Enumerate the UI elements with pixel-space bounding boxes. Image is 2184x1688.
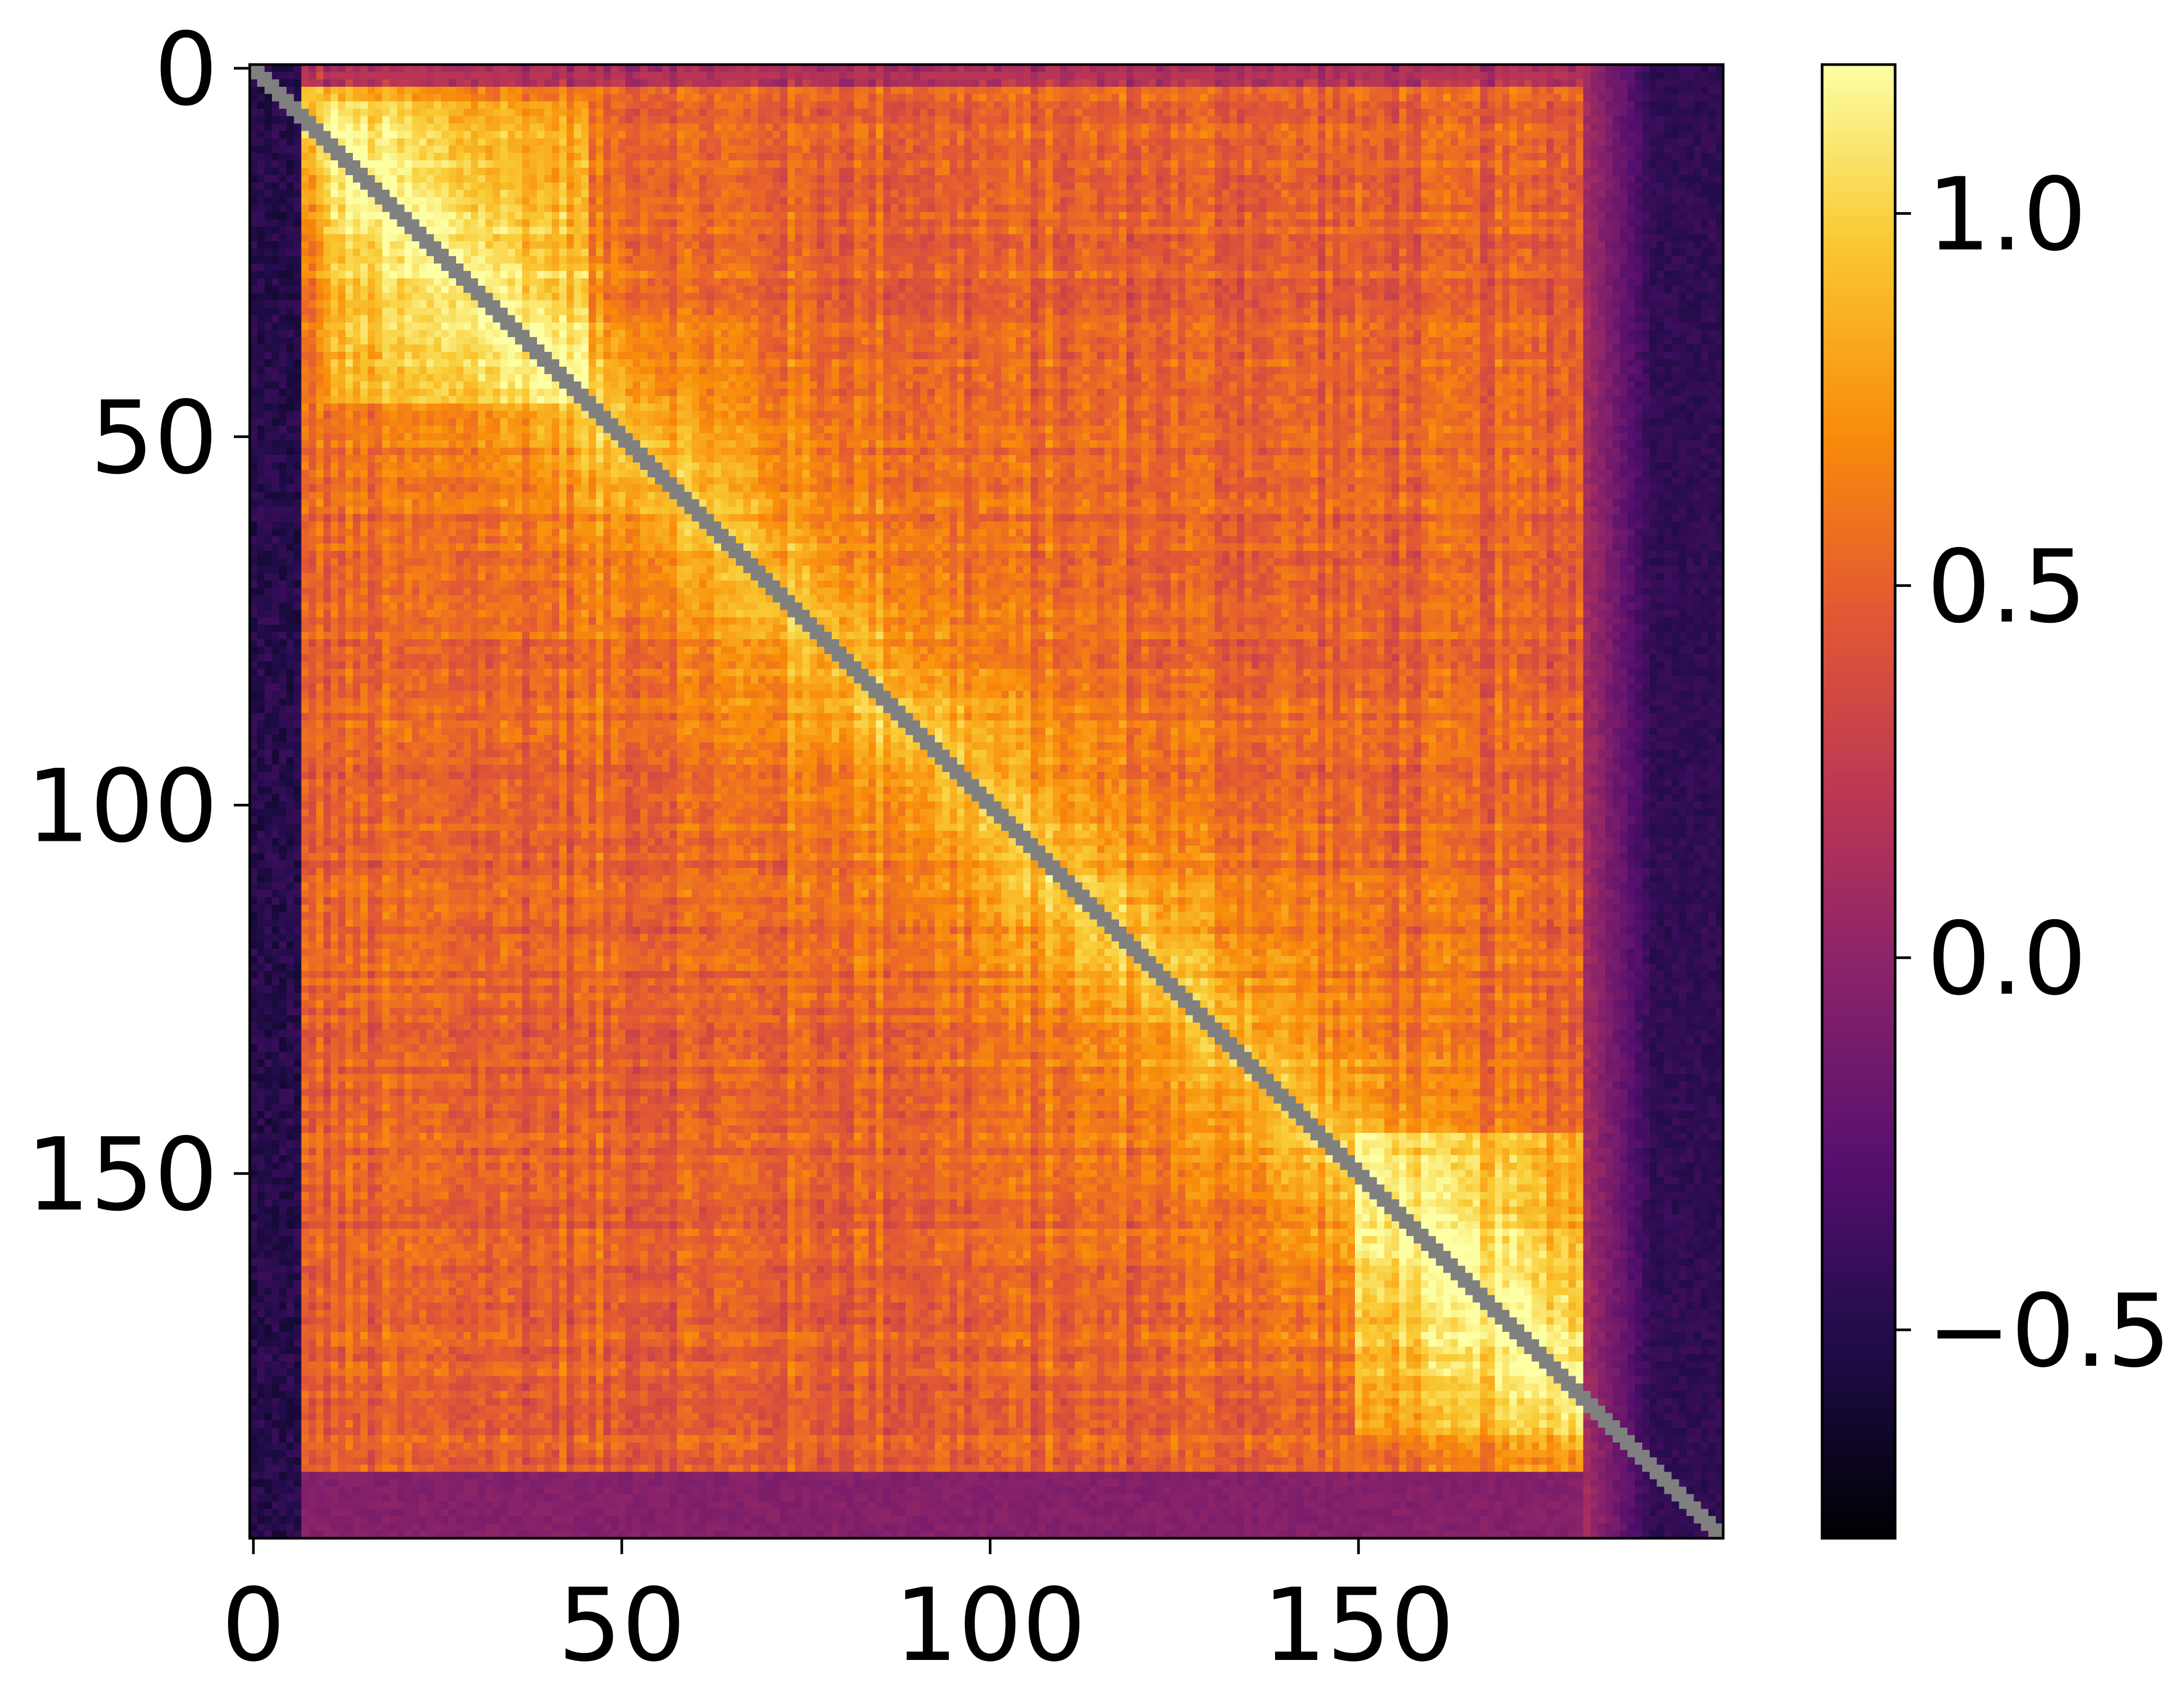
heatmap-frame [248, 63, 1725, 1540]
colorbar-tick-label: 1.0 [1927, 156, 2087, 273]
colorbar-frame [1821, 63, 1897, 1540]
colorbar-ticks: −0.5 0.0 0.5 1.0 [1895, 156, 2171, 1390]
y-tick-label: 100 [26, 748, 218, 865]
y-axis-ticks: 0 50 100 150 [26, 11, 250, 1233]
y-tick-label: 50 [90, 379, 218, 496]
x-axis-ticks: 0 50 100 150 [222, 1538, 1454, 1684]
colorbar-tick-label: 0.5 [1927, 529, 2087, 646]
x-tick-label: 100 [894, 1567, 1086, 1684]
colorbar-tick-label: 0.0 [1927, 901, 2087, 1018]
x-tick-label: 50 [558, 1567, 686, 1684]
colorbar-gradient [1822, 65, 1895, 1538]
heatmap-image [250, 65, 1723, 1538]
colorbar-tick-label: −0.5 [1927, 1273, 2171, 1390]
x-tick-label: 0 [222, 1567, 286, 1684]
y-tick-label: 150 [26, 1117, 218, 1233]
x-tick-label: 150 [1262, 1567, 1454, 1684]
y-tick-label: 0 [154, 11, 218, 128]
